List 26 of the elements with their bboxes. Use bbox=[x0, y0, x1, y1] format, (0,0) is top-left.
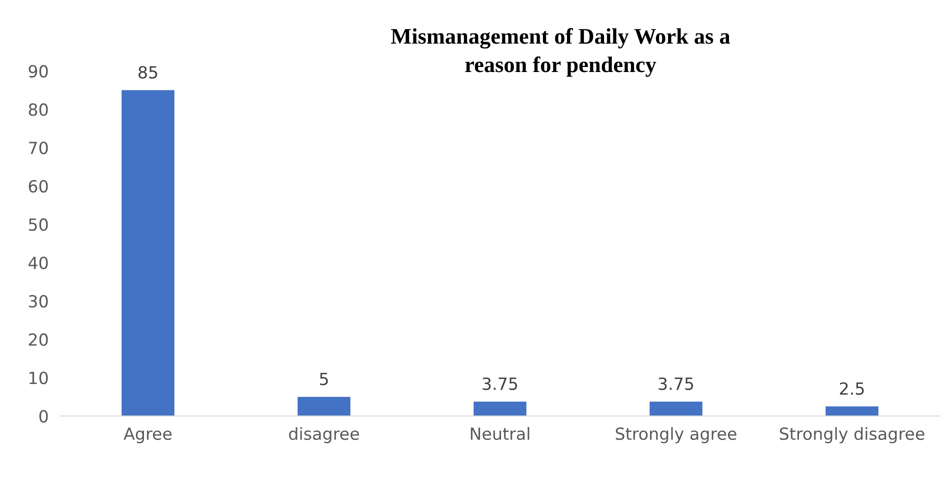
x-tick-label: Strongly disagree bbox=[780, 427, 924, 444]
y-tick-label: 40 bbox=[28, 256, 48, 270]
bar bbox=[650, 402, 702, 416]
data-label: 85 bbox=[138, 66, 158, 79]
bar bbox=[122, 90, 174, 416]
bar bbox=[826, 406, 878, 416]
x-tick-label: Strongly agree bbox=[616, 427, 736, 444]
x-tick-label: disagree bbox=[289, 427, 359, 444]
y-tick-label: 10 bbox=[30, 372, 48, 384]
data-label: 5 bbox=[320, 372, 328, 386]
data-label: 3.75 bbox=[658, 377, 694, 390]
bar bbox=[298, 396, 350, 416]
chart-title: Mismanagement of Daily Work as a reason for pendency bbox=[391, 28, 730, 77]
y-tick-label: 50 bbox=[28, 218, 48, 231]
data-label: 3.75 bbox=[482, 377, 518, 390]
y-tick-label: 90 bbox=[28, 64, 48, 78]
bar bbox=[474, 402, 526, 416]
y-tick-label: 80 bbox=[28, 103, 48, 116]
y-tick-label: 60 bbox=[28, 180, 48, 193]
y-tick-label: 30 bbox=[28, 294, 48, 308]
y-tick-label: 0 bbox=[39, 410, 48, 423]
data-label: 2.5 bbox=[840, 382, 864, 395]
x-tick-label: Neutral bbox=[470, 427, 530, 440]
y-tick-label: 20 bbox=[28, 333, 48, 346]
y-tick-label: 70 bbox=[29, 142, 48, 154]
x-tick-label: Agree bbox=[124, 428, 172, 444]
